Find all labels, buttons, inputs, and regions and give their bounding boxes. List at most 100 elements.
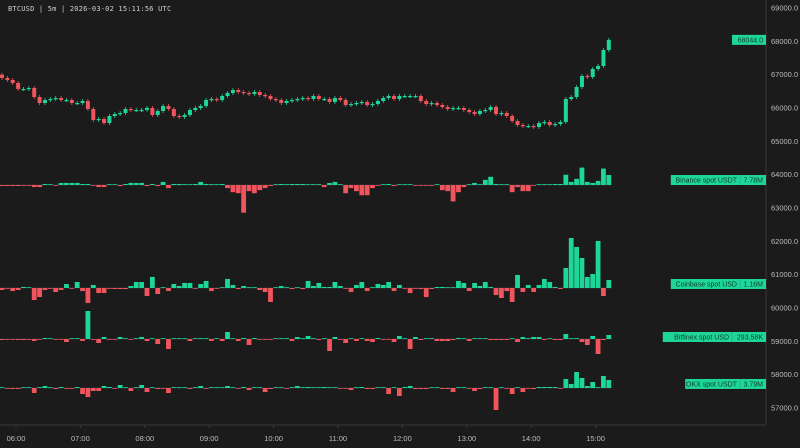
candle <box>574 87 579 97</box>
candle <box>306 98 311 100</box>
bitfinex-spot-usd-bar <box>26 339 32 340</box>
okx-spot-usdt-bar <box>547 387 553 388</box>
binance-spot-usdt-bar <box>58 182 64 185</box>
binance-spot-usdt-bar <box>370 185 375 189</box>
coinbase-spot-usd-bar <box>536 284 542 288</box>
candle <box>85 101 90 109</box>
binance-spot-usdt-bar <box>606 175 612 185</box>
bitfinex-spot-usd-bar <box>149 338 155 339</box>
candle <box>187 110 192 115</box>
bitfinex-spot-usd-bar <box>509 338 515 339</box>
candle <box>177 116 182 118</box>
bitfinex-spot-usd-bar <box>445 339 451 341</box>
okx-spot-usdt-bar <box>203 388 209 389</box>
x-tick-label: 11:00 <box>329 434 347 443</box>
binance-spot-usdt-bar <box>321 185 327 188</box>
y-tick-label: 64000.0 <box>771 170 798 179</box>
last-price-label: 68044.0 <box>738 37 763 44</box>
coinbase-spot-usd-bar <box>4 288 10 289</box>
bitfinex-spot-usd-bar <box>450 339 456 340</box>
bitfinex-spot-usd-bar <box>418 339 424 340</box>
binance-spot-usdt-bar <box>434 184 440 185</box>
okx-spot-usdt-bar <box>289 387 295 388</box>
candle <box>209 99 214 101</box>
candle <box>499 113 504 115</box>
binance-spot-usdt-bar <box>558 183 563 185</box>
binance-spot-usdt-bar <box>509 185 515 193</box>
bitfinex-spot-usd-bar <box>96 339 102 343</box>
candle <box>161 106 166 111</box>
binance-spot-usdt-bar <box>359 185 365 196</box>
bitfinex-spot-usd-bar <box>321 338 327 339</box>
binance-spot-usdt-bar <box>31 185 37 188</box>
coinbase-spot-usd-bar <box>568 238 574 288</box>
candle <box>408 96 413 98</box>
okx-spot-usdt-bar <box>149 387 155 388</box>
coinbase-spot-usd-bar <box>348 288 354 292</box>
coinbase-spot-usd-bar <box>85 288 91 304</box>
coinbase-spot-usd-bar <box>541 278 547 288</box>
coinbase-spot-usd-bar <box>53 288 59 292</box>
x-tick-label: 12:00 <box>393 434 412 443</box>
coinbase-spot-usd-bar <box>241 286 247 288</box>
candle <box>16 83 21 89</box>
binance-spot-usdt-bar <box>536 184 542 185</box>
bitfinex-spot-usd-bar <box>402 338 408 339</box>
binance-spot-usdt-bar <box>289 183 295 185</box>
x-tick-label: 08:00 <box>135 434 154 443</box>
bitfinex-spot-usd-bar <box>429 338 434 339</box>
coinbase-spot-usd-bar <box>461 282 467 288</box>
binance-spot-usdt-bar <box>21 185 26 186</box>
bitfinex-spot-usd-bar <box>31 339 37 341</box>
bitfinex-spot-usd-bar <box>251 338 257 339</box>
candle <box>332 98 337 102</box>
okx-spot-usdt-bar <box>225 386 230 388</box>
candle <box>139 110 144 112</box>
binance-spot-usdt-bar <box>246 185 252 192</box>
okx-spot-usdt-bar <box>552 387 558 388</box>
symbol: BTCUSD <box>8 5 35 13</box>
candle <box>392 96 397 99</box>
candle <box>472 112 477 114</box>
coinbase-spot-usd-bar <box>354 284 359 288</box>
interval[interactable]: 5m <box>47 5 57 13</box>
y-tick-label: 66000.0 <box>771 104 798 113</box>
coinbase-spot-usd-bar <box>268 288 273 302</box>
y-tick-label: 59000.0 <box>771 337 798 346</box>
bitfinex-spot-usd-bar <box>595 339 601 354</box>
bitfinex-spot-usd-bar <box>305 336 311 339</box>
candle <box>155 111 160 115</box>
coinbase-spot-usd-bar <box>176 286 182 288</box>
okx-spot-usdt-bar <box>450 388 456 392</box>
binance-spot-usdt-bar <box>198 181 204 185</box>
binance-spot-usdt-bar <box>568 181 574 185</box>
coinbase-spot-usd-bar <box>525 284 531 288</box>
bitfinex-spot-usd-bar <box>380 339 386 340</box>
okx-spot-usdt-bar <box>123 387 128 388</box>
binance-spot-usdt-bar <box>584 181 590 185</box>
y-tick-label: 57000.0 <box>771 404 798 413</box>
okx-spot-usdt-bar <box>461 387 467 388</box>
coinbase-spot-usd-bar <box>606 280 612 288</box>
candle <box>80 101 85 103</box>
candle <box>279 100 284 103</box>
candle <box>263 95 268 97</box>
binance-spot-usdt-bar <box>128 182 134 185</box>
binance-spot-usdt-bar <box>407 184 413 185</box>
okx-spot-usdt-bar <box>4 388 10 389</box>
bitfinex-spot-usd-bar <box>80 339 85 341</box>
binance-spot-usdt-bar <box>235 185 241 194</box>
okx-spot-usdt-bar <box>58 387 64 388</box>
binance-spot-usdt-bar <box>214 184 220 185</box>
okx-spot-usdt-bar <box>21 387 26 388</box>
coinbase-spot-usd-bar <box>64 284 69 288</box>
okx-spot-usdt-bar <box>69 388 75 389</box>
bitfinex-spot-usd-bar <box>21 339 26 340</box>
okx-spot-usdt-bar <box>64 388 69 389</box>
binance-spot-usdt-bar <box>429 185 434 186</box>
candle <box>236 90 241 92</box>
okx-spot-usdt-bar <box>171 387 177 388</box>
binance-spot-usdt-bar <box>456 185 461 193</box>
coinbase-spot-usd-bar <box>558 288 563 290</box>
